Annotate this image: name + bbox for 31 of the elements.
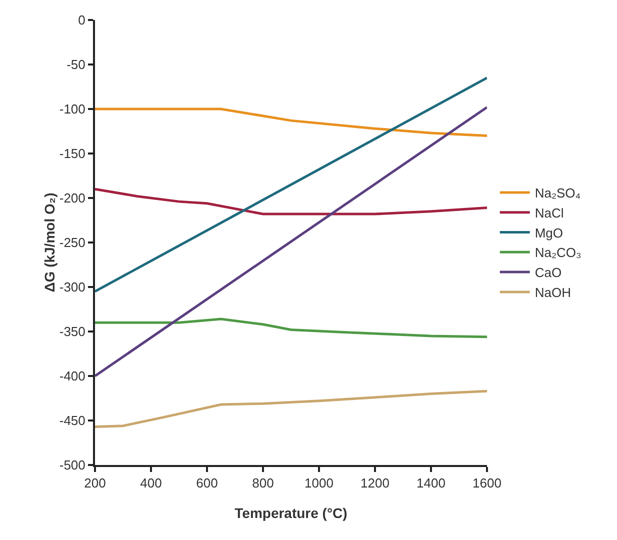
x-tick-label: 800 (252, 476, 274, 491)
x-tick-label: 1600 (472, 476, 502, 491)
legend-label: NaCl (534, 205, 564, 220)
legend-label: CaO (534, 265, 562, 280)
y-tick-label: -400 (59, 368, 86, 384)
legend-label: Na₂SO₄ (534, 186, 581, 201)
y-tick-label: -150 (59, 146, 86, 162)
y-axis-title: ΔG (kJ/mol O₂) (41, 192, 58, 292)
line-series (95, 108, 487, 137)
x-tick-label: 1000 (304, 476, 334, 491)
y-tick-label: -500 (59, 458, 86, 473)
legend-label: NaOH (534, 285, 571, 300)
x-tick-label: 1400 (416, 476, 446, 491)
legend-label: Na₂CO₃ (534, 245, 582, 260)
y-tick-label: -50 (66, 57, 86, 72)
y-tick-label: -250 (59, 235, 86, 250)
y-tick-label: -450 (59, 413, 86, 428)
y-tick-label: -100 (59, 102, 86, 117)
x-tick-label: 200 (84, 476, 106, 491)
y-tick-label: -300 (59, 280, 86, 295)
line-series (95, 318, 487, 338)
y-tick-label: -200 (59, 190, 86, 206)
x-axis-title: Temperature (°C) (234, 505, 348, 521)
legend-label: MgO (534, 225, 564, 240)
x-tick-label: 600 (196, 476, 218, 491)
y-tick-label: -350 (59, 324, 86, 340)
line-series (95, 188, 487, 216)
y-tick-label: 0 (78, 12, 86, 28)
x-tick-label: 1200 (360, 476, 390, 491)
line-series (95, 390, 487, 428)
x-tick-label: 400 (140, 476, 162, 491)
